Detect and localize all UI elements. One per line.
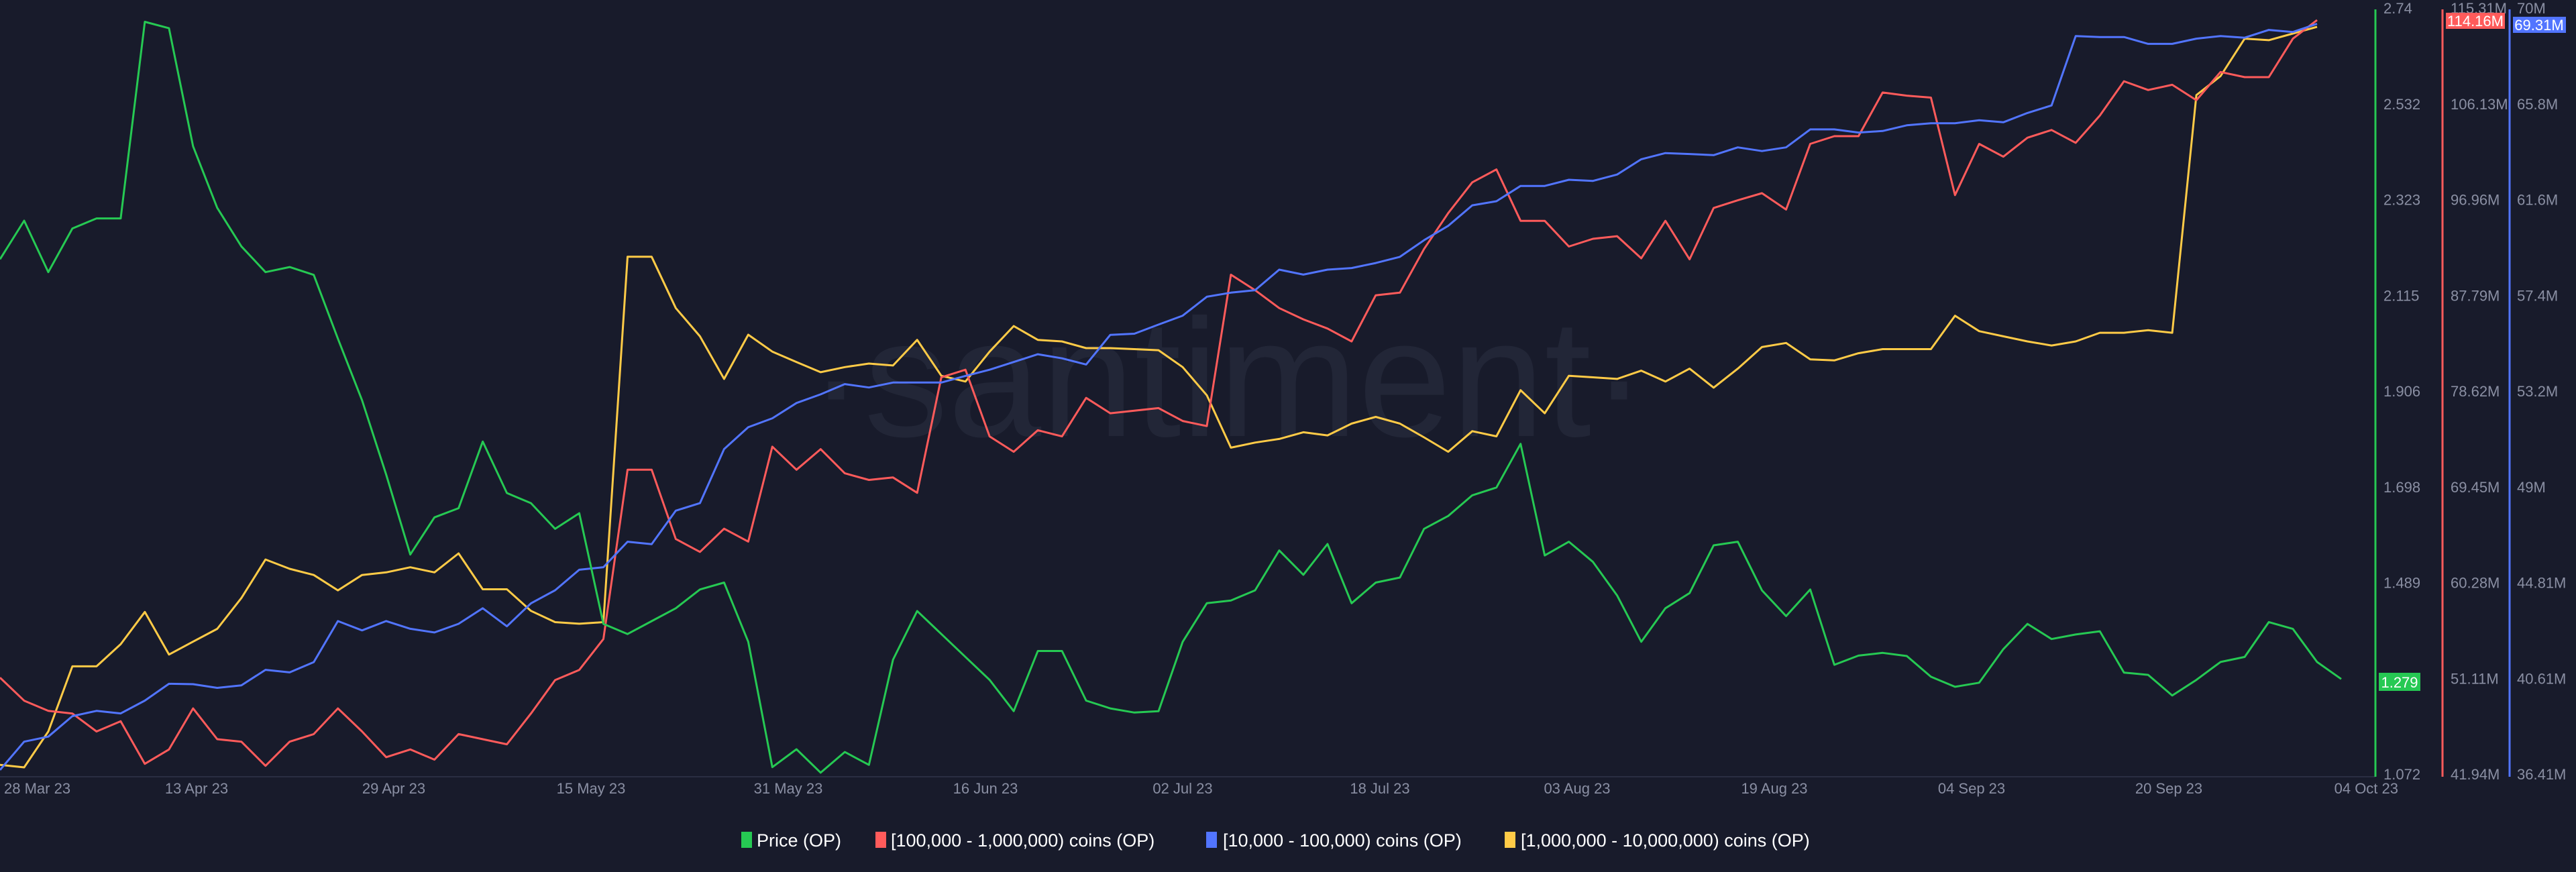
price-tick-label: 1.072 [2383,766,2420,783]
legend-item-red[interactable]: [100,000 - 1,000,000) coins (OP) [875,830,1155,851]
blue-tick-label: 70M [2517,0,2546,17]
x-tick-label: 13 Apr 23 [165,780,228,797]
red-tick-label: 41.94M [2451,766,2500,783]
legend-swatch-blue [1206,832,1217,848]
blue-tick-label: 57.4M [2517,287,2558,304]
price-tick-label: 2.323 [2383,192,2420,209]
series-layer [0,19,2342,774]
blue-tick-label: 49M [2517,479,2546,496]
x-tick-label: 04 Oct 23 [2334,780,2398,797]
red-tick-label: 60.28M [2451,575,2500,592]
x-tick-label: 02 Jul 23 [1152,780,1212,797]
blue-tick-label: 53.2M [2517,383,2558,400]
series-line-1 [0,19,2318,767]
red-last-value-badge: 114.16M [2446,13,2505,30]
legend: Price (OP) [100,000 - 1,000,000) coins (… [741,830,1810,851]
price-tick-label: 1.698 [2383,479,2420,496]
red-tick-label: 96.96M [2451,192,2500,209]
legend-label-red: [100,000 - 1,000,000) coins (OP) [891,830,1155,851]
price-tick-label: 2.532 [2383,96,2420,113]
price-last-value: 1.279 [2381,674,2418,691]
price-tick-label: 1.489 [2383,575,2420,592]
blue-tick-label: 65.8M [2517,96,2558,113]
x-tick-label: 16 Jun 23 [953,780,1018,797]
price-tick-label: 1.906 [2383,383,2420,400]
series-line-3 [0,25,2318,769]
ticks-layer: 28 Mar 23 13 Apr 23 29 Apr 23 15 May 23 31 M… [4,0,2566,797]
legend-item-price[interactable]: Price (OP) [741,830,841,851]
red-tick-label: 87.79M [2451,287,2500,304]
x-tick-label: 31 May 23 [754,780,823,797]
x-tick-label: 28 Mar 23 [4,780,70,797]
price-tick-label: 2.74 [2383,0,2412,17]
price-last-value-badge: 1.279 [2379,673,2420,691]
series-line-2 [0,23,2318,771]
legend-item-yellow[interactable]: [1,000,000 - 10,000,000) coins (OP) [1505,830,1810,851]
red-tick-label: 106.13M [2451,96,2508,113]
blue-tick-label: 40.61M [2517,670,2566,687]
x-tick-label: 20 Sep 23 [2135,780,2202,797]
red-tick-label: 69.45M [2451,479,2500,496]
series-line-0 [0,21,2342,774]
blue-last-value: 69.31M [2514,17,2563,34]
x-tick-label: 03 Aug 23 [1544,780,1610,797]
legend-swatch-yellow [1505,832,1515,848]
price-tick-label: 2.115 [2383,287,2419,304]
x-tick-label: 18 Jul 23 [1350,780,1409,797]
legend-swatch-red [875,832,886,848]
red-tick-label: 51.11M [2451,670,2499,687]
legend-label-yellow: [1,000,000 - 10,000,000) coins (OP) [1521,830,1810,851]
red-last-value: 114.16M [2447,13,2504,30]
blue-tick-label: 61.6M [2517,192,2558,209]
legend-swatch-price [741,832,752,848]
blue-tick-label: 44.81M [2517,575,2566,592]
x-tick-label: 15 May 23 [557,780,626,797]
blue-tick-label: 36.41M [2517,766,2566,783]
red-tick-label: 78.62M [2451,383,2500,400]
x-tick-label: 04 Sep 23 [1938,780,2005,797]
x-tick-label: 29 Apr 23 [362,780,425,797]
blue-last-value-badge: 69.31M [2513,17,2566,34]
legend-label-price: Price (OP) [757,830,841,851]
legend-label-blue: [10,000 - 100,000) coins (OP) [1223,830,1462,851]
x-tick-label: 19 Aug 23 [1741,780,1807,797]
legend-item-blue[interactable]: [10,000 - 100,000) coins (OP) [1206,830,1462,851]
